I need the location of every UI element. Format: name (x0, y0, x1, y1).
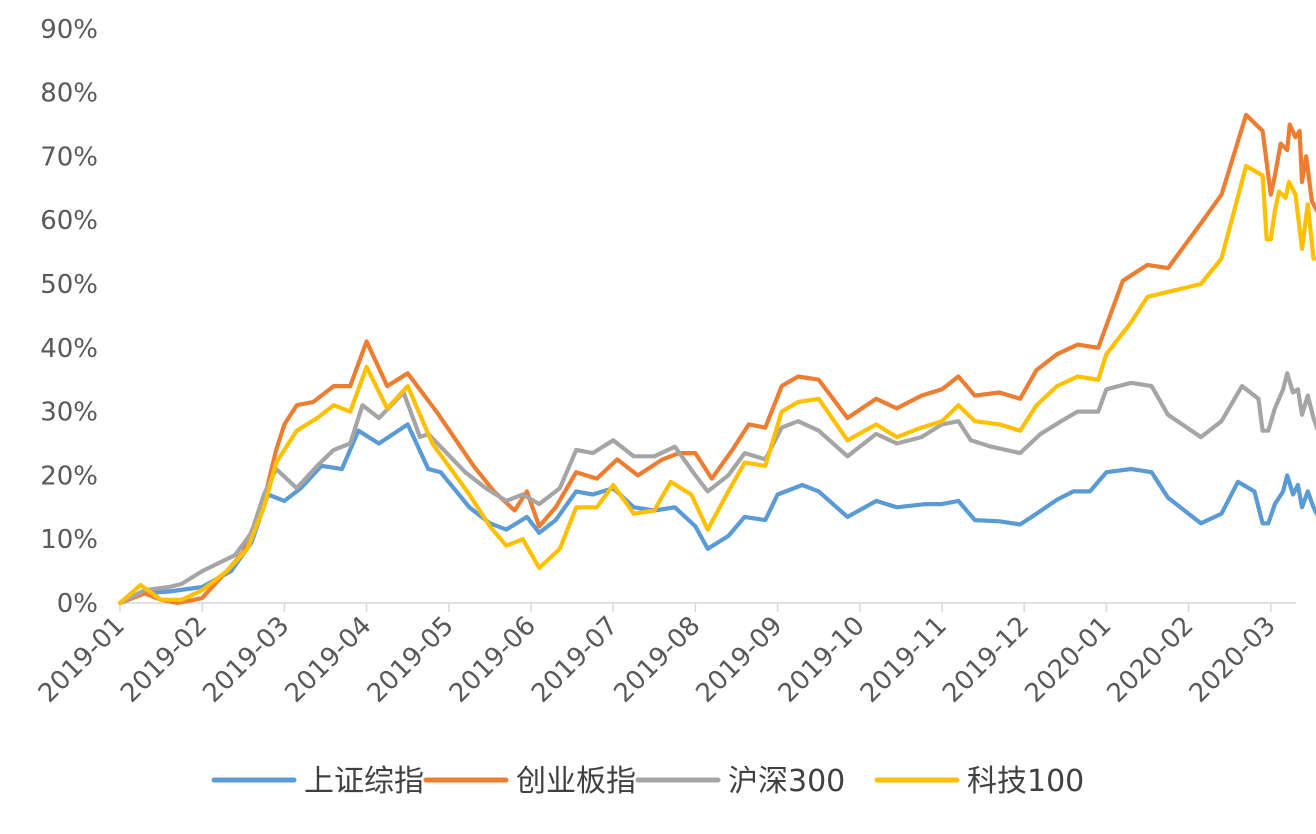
x-tick-label: 2019-05 (362, 611, 460, 709)
x-tick-label: 2019-08 (608, 611, 706, 709)
y-tick-label: 50% (40, 270, 98, 300)
x-tick-label: 2019-01 (33, 611, 131, 709)
x-tick-label: 2020-02 (1102, 611, 1200, 709)
legend-label-1: 上证综指 (304, 764, 424, 799)
x-tick-label: 2019-04 (280, 611, 378, 709)
x-tick-label: 2019-02 (115, 611, 213, 709)
x-tick-label: 2019-03 (197, 611, 295, 709)
legend-label-4: 科技100 (967, 764, 1084, 799)
x-tick-label: 2019-10 (773, 611, 871, 709)
x-tick-label: 2019-06 (444, 611, 542, 709)
x-tick-label: 2019-11 (855, 611, 953, 709)
series-lines (117, 112, 1316, 606)
x-axis: 2019-012019-022019-032019-042019-052019-… (33, 602, 1296, 709)
y-tick-label: 10% (40, 525, 98, 555)
y-axis-labels: 0% 10% 20% 30% 40% 50% 60% 70% 80% 90% (40, 15, 98, 619)
legend-label-2: 创业板指 (516, 764, 636, 799)
x-tick-label: 2020-01 (1019, 611, 1117, 709)
y-tick-label: 80% (40, 79, 98, 109)
legend-label-3: 沪深300 (728, 764, 845, 799)
y-tick-label: 30% (40, 398, 98, 428)
series-line-4 (117, 163, 1316, 606)
series-line-2 (117, 112, 1316, 606)
y-tick-label: 70% (40, 142, 98, 172)
y-tick-label: 90% (40, 15, 98, 45)
x-tick-label: 2019-09 (691, 611, 789, 709)
x-tick-label: 2019-07 (526, 611, 624, 709)
y-tick-label: 60% (40, 206, 98, 236)
x-tick-label: 2019-12 (937, 611, 1035, 709)
y-tick-label: 0% (57, 589, 98, 619)
series-line-1 (117, 422, 1316, 606)
legend: 上证综指 创业板指 沪深300 科技100 (211, 764, 1084, 799)
y-tick-label: 40% (40, 334, 98, 364)
x-tick-label: 2020-03 (1184, 611, 1282, 709)
y-tick-label: 20% (40, 461, 98, 491)
series-line-3 (117, 371, 1316, 606)
